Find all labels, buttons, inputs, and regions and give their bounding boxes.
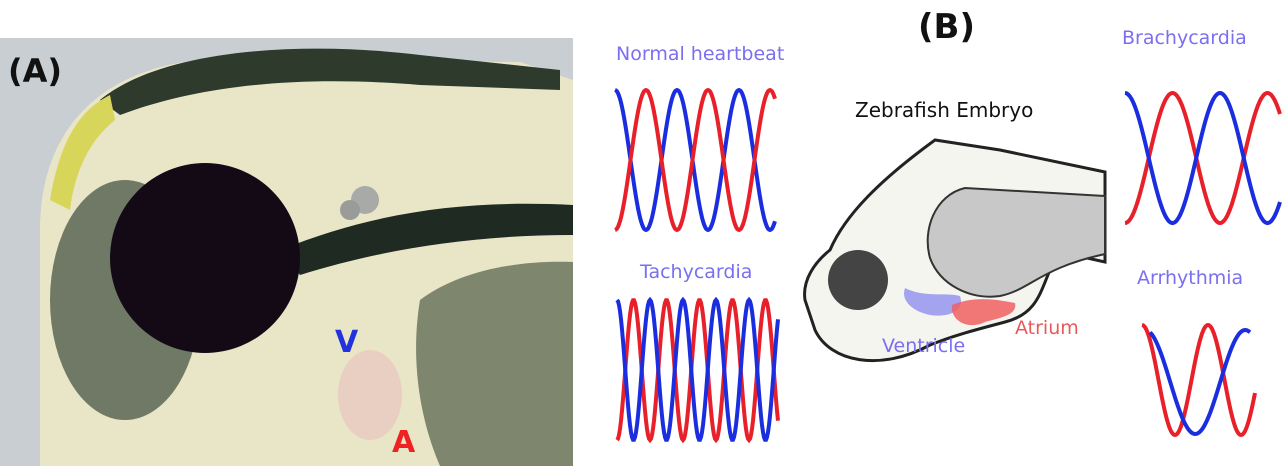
ventricle-marker: V <box>335 325 359 360</box>
panel-label: (B) <box>918 7 975 47</box>
otic <box>340 200 360 220</box>
panel-label: (A) <box>8 52 62 90</box>
atrium-label: Atrium <box>1015 317 1079 339</box>
embryo-photo: (A) V A <box>0 38 573 466</box>
caption: Normal heartbeat <box>616 43 784 65</box>
diagram-title: Zebrafish Embryo <box>855 98 1033 122</box>
ventricle-label: Ventricle <box>882 335 965 357</box>
atrium-marker: A <box>392 425 416 460</box>
caption: Brachycardia <box>1122 27 1247 49</box>
trunk <box>416 262 573 466</box>
yolk <box>928 188 1105 297</box>
caption: Tachycardia <box>639 261 752 283</box>
caption: Arrhythmia <box>1137 267 1243 289</box>
eye <box>110 163 300 353</box>
wave <box>1142 325 1255 435</box>
embryo-diagram: Zebrafish Embryo Ventricle Atrium <box>805 98 1105 361</box>
eye <box>828 250 888 310</box>
figure: (A) V A (B) Normal heartbeat Tachycardia… <box>0 0 1287 466</box>
